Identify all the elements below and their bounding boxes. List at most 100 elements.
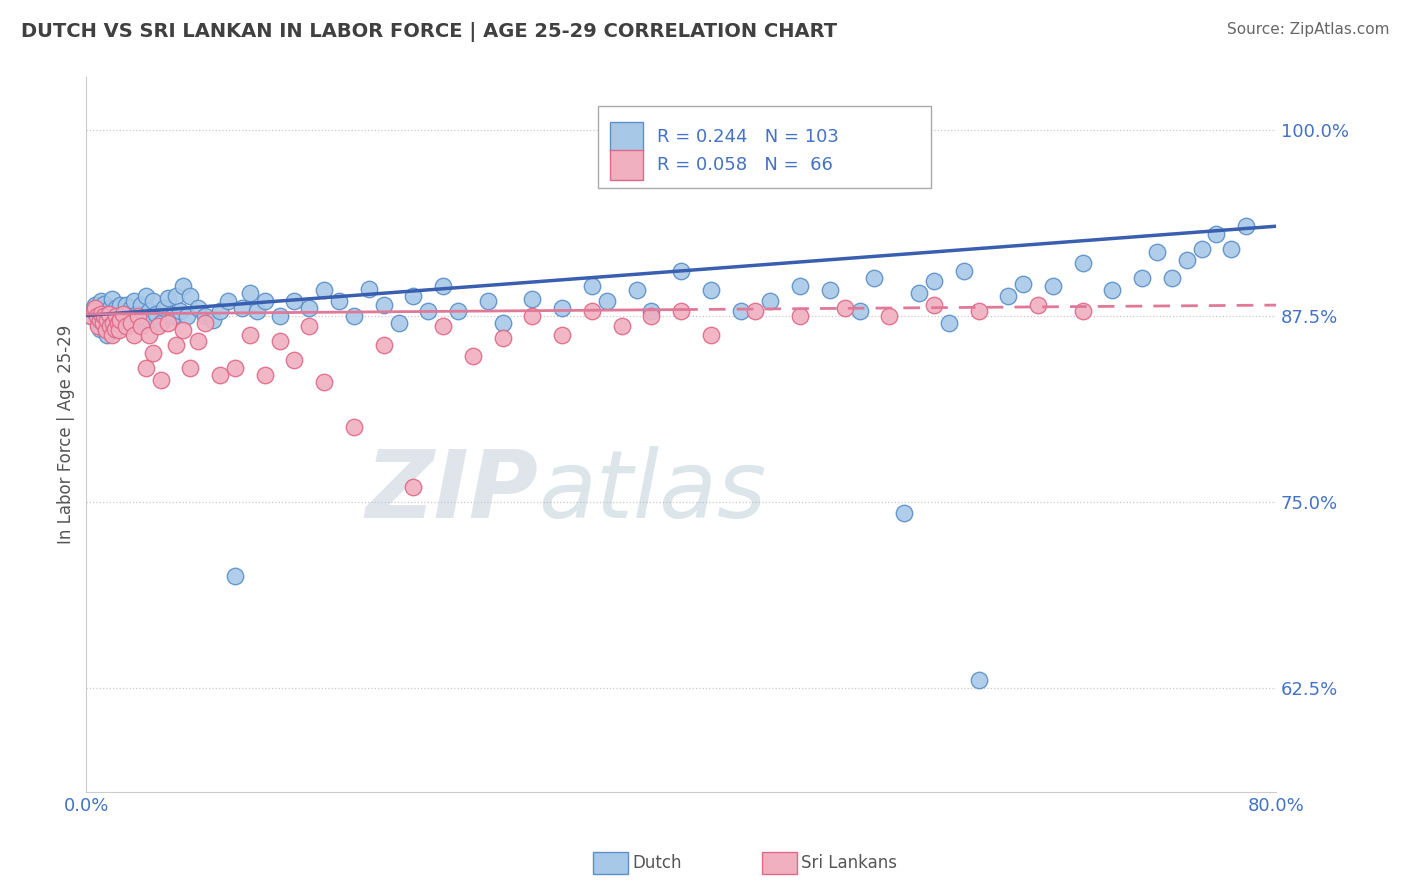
Text: DUTCH VS SRI LANKAN IN LABOR FORCE | AGE 25-29 CORRELATION CHART: DUTCH VS SRI LANKAN IN LABOR FORCE | AGE… xyxy=(21,22,837,42)
Point xyxy=(165,338,187,352)
Point xyxy=(893,507,915,521)
Point xyxy=(952,264,974,278)
Point xyxy=(1234,219,1257,234)
Point xyxy=(98,301,121,315)
Point xyxy=(938,316,960,330)
Y-axis label: In Labor Force | Age 25-29: In Labor Force | Age 25-29 xyxy=(58,325,75,544)
Point xyxy=(387,316,409,330)
Point xyxy=(418,304,440,318)
Point xyxy=(125,307,148,321)
Point xyxy=(90,293,112,308)
Point xyxy=(1042,278,1064,293)
Point xyxy=(105,309,128,323)
Point xyxy=(108,316,131,330)
Point xyxy=(610,318,633,333)
Point xyxy=(157,291,180,305)
Point xyxy=(94,323,117,337)
Text: atlas: atlas xyxy=(538,446,766,537)
Point xyxy=(596,293,619,308)
Point xyxy=(127,309,149,323)
Point xyxy=(110,313,132,327)
Point xyxy=(120,316,142,330)
Point xyxy=(818,283,841,297)
Point xyxy=(1175,253,1198,268)
Point xyxy=(80,309,103,323)
Point xyxy=(1071,304,1094,318)
Point xyxy=(432,318,454,333)
Point xyxy=(194,316,217,330)
Point xyxy=(86,309,108,323)
Point xyxy=(94,316,117,330)
Point xyxy=(131,298,153,312)
Point xyxy=(100,327,122,342)
Point xyxy=(101,309,124,323)
Point xyxy=(108,323,131,337)
Point xyxy=(432,278,454,293)
Text: Dutch: Dutch xyxy=(633,854,682,871)
Point xyxy=(759,293,782,308)
FancyBboxPatch shape xyxy=(610,122,643,153)
Point xyxy=(298,318,321,333)
Point xyxy=(640,304,662,318)
Point xyxy=(101,316,124,330)
Point xyxy=(231,301,253,315)
Point xyxy=(115,318,138,333)
Point xyxy=(477,293,499,308)
Point xyxy=(103,322,125,336)
Point xyxy=(269,309,291,323)
Text: R = 0.058   N =  66: R = 0.058 N = 66 xyxy=(658,155,834,174)
Point xyxy=(122,293,145,308)
Point xyxy=(1012,277,1035,292)
Point xyxy=(997,289,1019,303)
Point xyxy=(93,309,115,323)
Text: R = 0.244   N = 103: R = 0.244 N = 103 xyxy=(658,128,839,145)
Point xyxy=(209,304,232,318)
Point xyxy=(328,293,350,308)
Point xyxy=(112,316,135,330)
Point xyxy=(314,283,336,297)
Point xyxy=(669,304,692,318)
Point xyxy=(402,480,425,494)
Point xyxy=(132,309,155,323)
Point xyxy=(172,278,194,293)
Point xyxy=(172,323,194,337)
Point xyxy=(1220,242,1243,256)
Point xyxy=(640,309,662,323)
Point xyxy=(187,301,209,315)
Point xyxy=(1160,271,1182,285)
Point xyxy=(187,334,209,348)
Point xyxy=(246,304,269,318)
Point xyxy=(179,289,201,303)
Point xyxy=(700,283,723,297)
Point xyxy=(142,293,165,308)
Point xyxy=(744,304,766,318)
Point xyxy=(1205,227,1227,241)
Point xyxy=(100,292,122,306)
Point xyxy=(97,307,120,321)
Point xyxy=(80,309,103,323)
Point xyxy=(98,318,121,333)
Point xyxy=(730,304,752,318)
Point xyxy=(111,309,134,323)
Point xyxy=(314,376,336,390)
Point xyxy=(86,304,108,318)
FancyBboxPatch shape xyxy=(610,150,643,179)
Point xyxy=(492,331,515,345)
Point xyxy=(522,292,544,306)
Point xyxy=(91,304,114,318)
Point xyxy=(96,313,118,327)
Point xyxy=(201,313,224,327)
Point xyxy=(551,327,574,342)
Point xyxy=(162,309,184,323)
Point xyxy=(1146,244,1168,259)
Point xyxy=(107,309,129,323)
Point xyxy=(83,301,105,315)
Point xyxy=(91,316,114,330)
Point xyxy=(669,264,692,278)
Point xyxy=(848,304,870,318)
Point xyxy=(120,301,142,315)
Point xyxy=(626,283,648,297)
Point xyxy=(107,316,129,330)
Point xyxy=(152,301,174,315)
Point xyxy=(89,322,111,336)
